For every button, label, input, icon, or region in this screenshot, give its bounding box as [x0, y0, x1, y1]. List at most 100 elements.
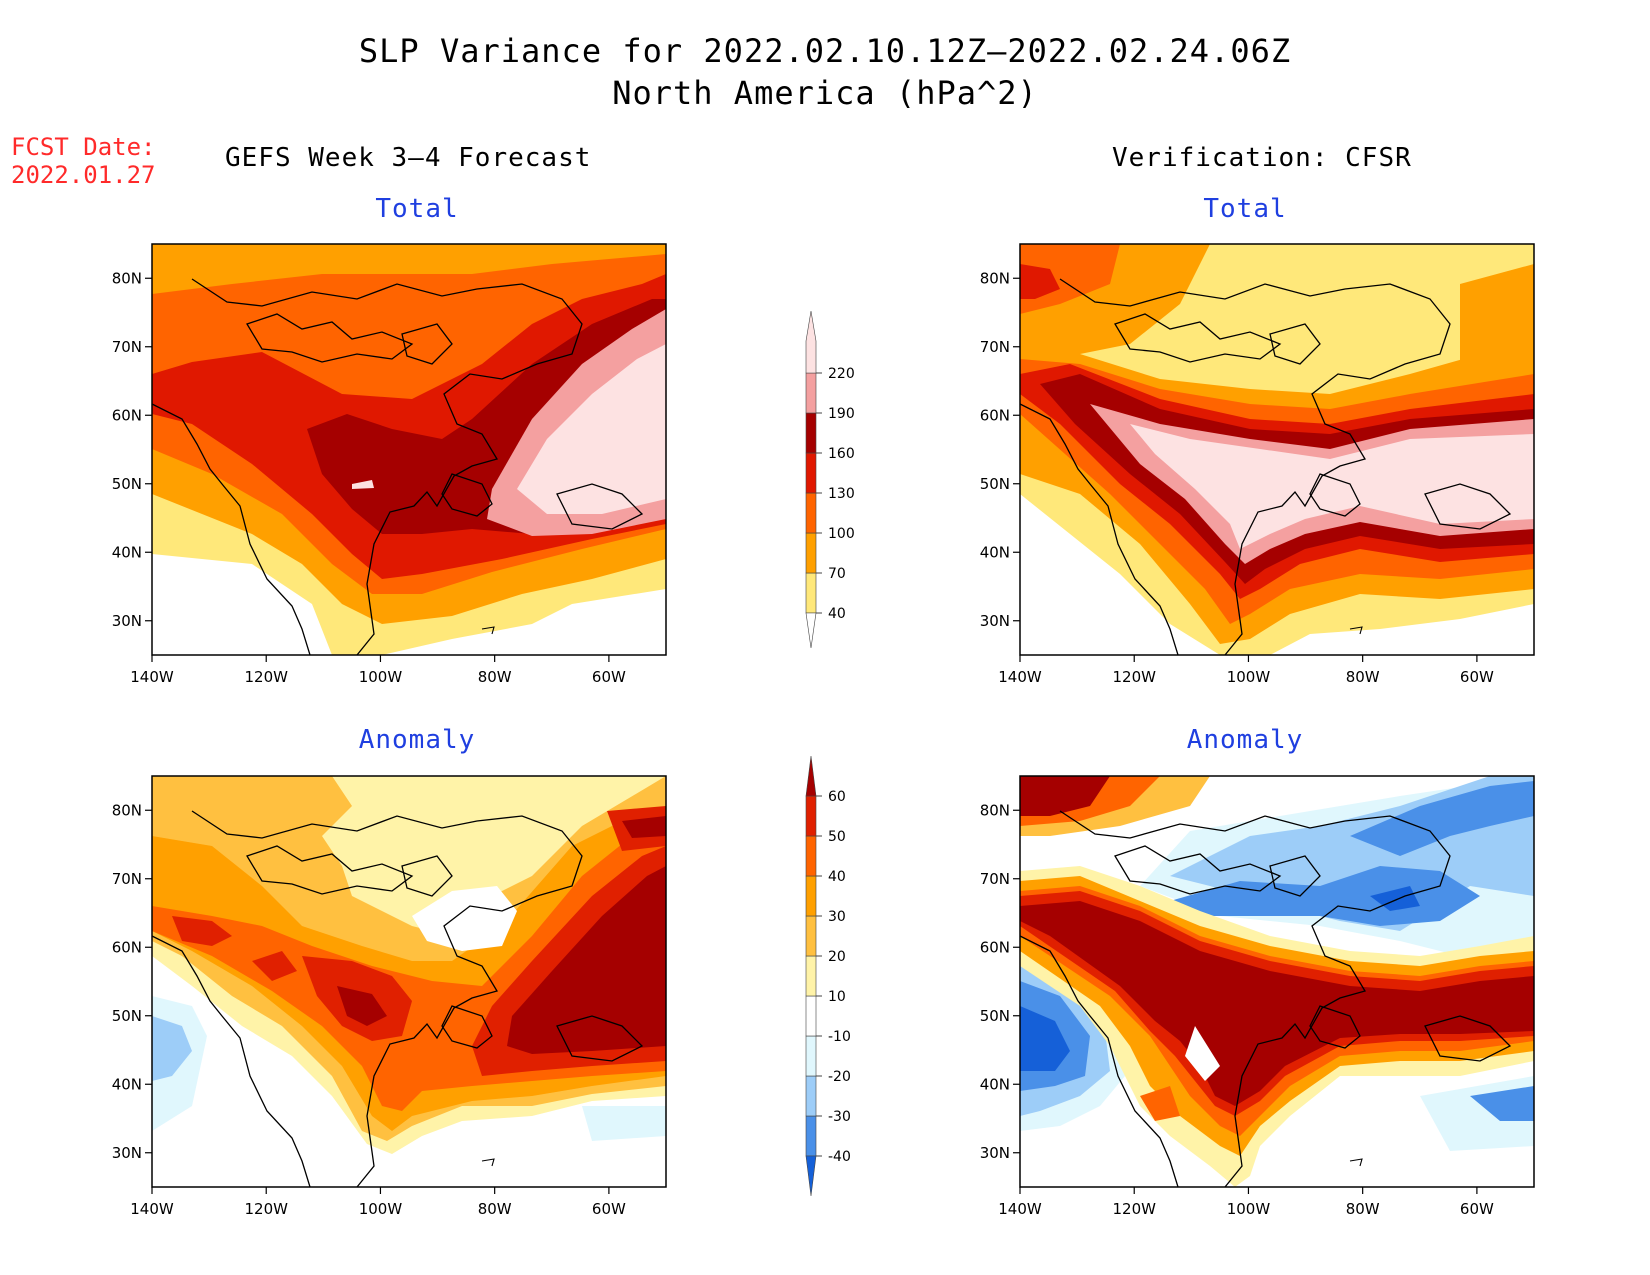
- gefs-total-map: [151, 243, 667, 656]
- y-tick-label: 70N: [980, 338, 1010, 356]
- y-tick-label: 30N: [980, 1144, 1010, 1162]
- y-tick-label: 60N: [980, 938, 1010, 956]
- colorbar-swatch: [805, 995, 817, 1037]
- colorbar-level-label: 70: [828, 566, 846, 582]
- y-tick-label: 50N: [112, 1007, 142, 1025]
- y-tick-label: 30N: [112, 612, 142, 630]
- x-tick-label: 140W: [998, 1200, 1042, 1218]
- colorbar-bottom-arrow: [805, 1155, 817, 1197]
- y-tick-label: 50N: [980, 475, 1010, 493]
- x-tick-label: 120W: [1112, 1200, 1156, 1218]
- x-tick-label: 80W: [1346, 668, 1380, 686]
- main-subtitle: North America (hPa^2): [612, 74, 1038, 112]
- y-tick-label: 50N: [112, 475, 142, 493]
- axes-panel-4: 140W 120W 100W 80W 60W 30N 40N 50N 60N 70N 80N: [980, 801, 1494, 1218]
- colorbar-level-label: 130: [828, 486, 855, 502]
- x-tick-label: 120W: [1112, 668, 1156, 686]
- colorbar-level-label: 50: [828, 829, 846, 845]
- colorbar-swatch: [805, 915, 817, 957]
- x-tick-label: 60W: [592, 668, 626, 686]
- total-colorbar: 40 70 100 130 160 190 220: [805, 310, 855, 649]
- colorbar-swatch: [805, 372, 817, 414]
- colorbar-swatch: [805, 492, 817, 534]
- axes-panel-2: 140W 120W 100W 80W 60W 30N 40N 50N 60N 70N 80N: [980, 269, 1494, 686]
- colorbar-level-label: 30: [828, 909, 846, 925]
- x-tick-label: 60W: [592, 1200, 626, 1218]
- colorbar-swatch: [805, 835, 817, 877]
- colorbar-swatch: [805, 532, 817, 574]
- gefs-anomaly-label: Anomaly: [358, 725, 476, 755]
- y-tick-label: 40N: [980, 1075, 1010, 1093]
- gefs-anomaly-map: [151, 775, 667, 1188]
- x-tick-label: 120W: [244, 1200, 288, 1218]
- colorbar-top-arrow: [805, 755, 817, 797]
- y-tick-label: 80N: [980, 269, 1010, 287]
- left-column-title: GEFS Week 3–4 Forecast: [225, 143, 592, 173]
- colorbar-level-label: 160: [828, 446, 855, 462]
- x-tick-label: 60W: [1460, 668, 1494, 686]
- colorbar-level-label: 60: [828, 789, 846, 805]
- x-tick-label: 120W: [244, 668, 288, 686]
- x-tick-label: 100W: [359, 668, 403, 686]
- colorbar-swatch: [805, 875, 817, 917]
- colorbar-swatch: [805, 1075, 817, 1117]
- axes-panel-1: 140W 120W 100W 80W 60W 30N 40N 50N 60N 70N 80N: [112, 269, 626, 686]
- x-tick-label: 100W: [359, 1200, 403, 1218]
- y-tick-label: 70N: [112, 338, 142, 356]
- y-tick-label: 30N: [112, 1144, 142, 1162]
- x-tick-label: 100W: [1227, 668, 1271, 686]
- anomaly-colorbar: -40 -30 -20 -10 10 20 30 40 50 60: [805, 755, 851, 1197]
- x-tick-label: 140W: [998, 668, 1042, 686]
- y-tick-label: 80N: [980, 801, 1010, 819]
- x-tick-label: 100W: [1227, 1200, 1271, 1218]
- colorbar-level-label: 220: [828, 366, 855, 382]
- colorbar-level-label: 40: [828, 606, 846, 622]
- colorbar-swatch: [805, 1035, 817, 1077]
- colorbar-level-label: 40: [828, 869, 846, 885]
- x-tick-label: 140W: [130, 1200, 174, 1218]
- colorbar-level-label: 100: [828, 526, 855, 542]
- fcst-label: FCST Date:: [11, 133, 156, 161]
- y-tick-label: 40N: [112, 1075, 142, 1093]
- x-tick-label: 80W: [1346, 1200, 1380, 1218]
- colorbar-bottom-arrow: [805, 612, 817, 649]
- right-column-title: Verification: CFSR: [1112, 143, 1412, 173]
- main-title: SLP Variance for 2022.02.10.12Z–2022.02.…: [358, 32, 1292, 70]
- colorbar-level-label: -10: [828, 1029, 851, 1045]
- x-tick-label: 80W: [478, 668, 512, 686]
- y-tick-label: 40N: [112, 543, 142, 561]
- y-tick-label: 70N: [112, 870, 142, 888]
- axes-panel-3: 140W 120W 100W 80W 60W 30N 40N 50N 60N 70N 80N: [112, 801, 626, 1218]
- colorbar-swatch: [805, 572, 817, 614]
- gefs-total-label: Total: [375, 194, 459, 224]
- colorbar-level-label: 10: [828, 989, 846, 1005]
- cfsr-anomaly-map: [1019, 775, 1535, 1188]
- x-tick-label: 140W: [130, 668, 174, 686]
- y-tick-label: 40N: [980, 543, 1010, 561]
- colorbar-level-label: 190: [828, 406, 855, 422]
- y-tick-label: 50N: [980, 1007, 1010, 1025]
- y-tick-label: 80N: [112, 269, 142, 287]
- colorbar-swatch: [805, 795, 817, 837]
- x-tick-label: 60W: [1460, 1200, 1494, 1218]
- cfsr-total-map: [1019, 243, 1535, 656]
- fcst-date: 2022.01.27: [11, 161, 156, 189]
- y-tick-label: 60N: [980, 406, 1010, 424]
- colorbar-top-arrow: [805, 310, 817, 374]
- cfsr-anomaly-label: Anomaly: [1186, 725, 1304, 755]
- y-tick-label: 80N: [112, 801, 142, 819]
- colorbar-swatch: [805, 1115, 817, 1157]
- cfsr-total-label: Total: [1203, 194, 1287, 224]
- y-tick-label: 30N: [980, 612, 1010, 630]
- colorbar-swatch: [805, 452, 817, 494]
- colorbar-level-label: 20: [828, 949, 846, 965]
- colorbar-level-label: -30: [828, 1109, 851, 1125]
- x-tick-label: 80W: [478, 1200, 512, 1218]
- y-tick-label: 60N: [112, 406, 142, 424]
- colorbar-level-label: -40: [828, 1149, 851, 1165]
- y-tick-label: 70N: [980, 870, 1010, 888]
- colorbar-swatch: [805, 955, 817, 997]
- colorbar-swatch: [805, 412, 817, 454]
- colorbar-level-label: -20: [828, 1069, 851, 1085]
